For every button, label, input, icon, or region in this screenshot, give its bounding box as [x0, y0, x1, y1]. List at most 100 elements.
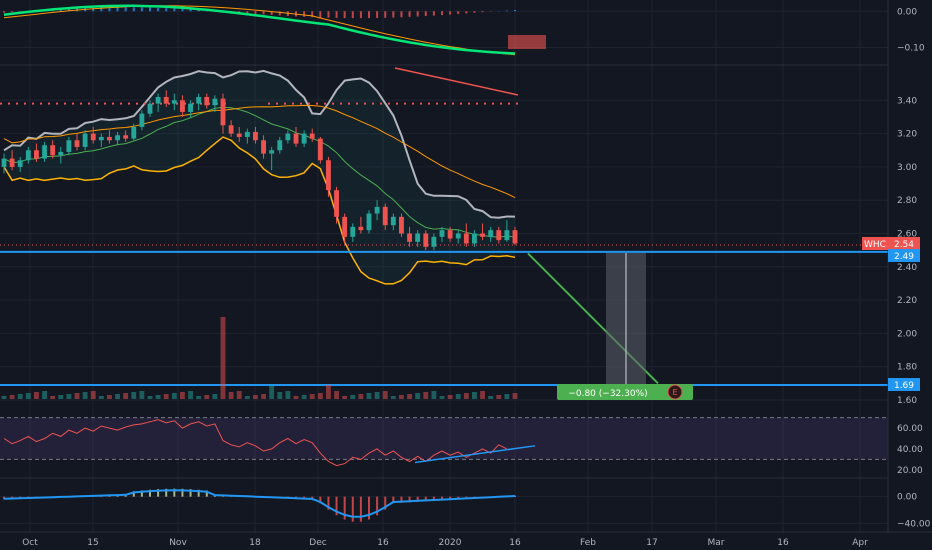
candle-body — [1, 158, 7, 167]
price-tick-label: 2.20 — [897, 296, 917, 306]
candle-body — [374, 206, 380, 214]
time-tick-label: 17 — [646, 538, 657, 548]
level-tag-upper: 2.49 — [888, 249, 920, 262]
volume-bar — [98, 396, 104, 399]
macd-histogram-bar — [335, 496, 338, 516]
macd-histogram-bar — [132, 491, 135, 497]
volume-bar — [155, 395, 161, 399]
candle-body — [163, 96, 169, 104]
time-tick-label: Apr — [852, 538, 868, 548]
volume-bar — [407, 394, 412, 399]
top-histogram-bar — [432, 11, 435, 16]
candle-body — [171, 100, 177, 104]
candle-body — [253, 131, 258, 141]
top-histogram-bar — [108, 7, 111, 12]
candle-body — [196, 96, 202, 104]
volume-bar — [342, 396, 348, 399]
time-tick-label: Mar — [708, 538, 725, 548]
top-histogram-bar — [303, 11, 306, 17]
candle-body — [293, 133, 299, 144]
top-histogram-bar — [278, 11, 281, 16]
volume-bar — [326, 385, 331, 399]
volume-bar — [382, 391, 388, 399]
macd-histogram-bar — [376, 496, 379, 516]
candle-body — [204, 96, 210, 106]
time-tick-label: 15 — [87, 538, 98, 548]
price-tick-label: 2.00 — [897, 329, 917, 339]
candle-body — [188, 103, 193, 112]
candle-body — [496, 230, 502, 241]
macd-histogram-bar — [327, 496, 330, 510]
volume-bar — [34, 392, 39, 399]
top-histogram-bar — [59, 8, 62, 12]
volume-bar — [66, 394, 72, 399]
volume-bar — [350, 395, 356, 399]
candle-body — [447, 230, 453, 239]
candle-body — [98, 136, 104, 141]
candle-body — [350, 226, 356, 237]
macd-line — [3, 489, 516, 518]
macd-histogram-bar — [432, 496, 435, 501]
top-indicator-panel — [3, 4, 546, 96]
macd-histogram-bar — [140, 490, 143, 497]
time-tick-label: 16 — [777, 538, 789, 548]
top-histogram-bar — [165, 8, 168, 12]
candle-body — [439, 230, 445, 237]
volume-bar — [123, 393, 129, 399]
volume-bar — [212, 394, 218, 399]
candle-body — [244, 131, 250, 137]
time-tick-label: 2020 — [439, 538, 462, 548]
candle-body — [115, 135, 120, 141]
measure-tool[interactable]: −0.80 (−32.30%) E — [557, 253, 693, 400]
candle-body — [82, 133, 88, 147]
volume-bar — [488, 396, 494, 399]
volume-bar — [17, 394, 23, 399]
rsi-trend-line — [414, 445, 536, 464]
macd-histogram-bar — [197, 489, 200, 497]
rsi-tick-label: 60.00 — [897, 424, 923, 434]
volume-bar — [512, 393, 518, 399]
top-histogram-bar — [116, 7, 119, 12]
top-histogram-bar — [67, 8, 70, 12]
top-histogram-bar — [505, 10, 508, 12]
earnings-marker[interactable] — [667, 384, 683, 400]
time-tick-label: Nov — [169, 538, 187, 548]
candle-body — [301, 133, 307, 144]
volume-bar — [399, 395, 404, 399]
rsi-band — [0, 417, 888, 460]
volume-bar — [147, 396, 153, 399]
candle-body — [488, 230, 494, 237]
volume-bar — [285, 391, 291, 399]
candle-body — [366, 213, 372, 231]
top-histogram-bar — [132, 7, 135, 12]
volume-bar — [463, 393, 469, 399]
candle-body — [212, 98, 218, 106]
candle-body — [261, 140, 266, 154]
volume-bar — [163, 394, 169, 399]
top-histogram-bar — [473, 11, 476, 13]
top-histogram-bar — [262, 11, 265, 15]
candle-body — [326, 160, 331, 191]
macd-histogram-bar — [173, 488, 176, 497]
rsi-tick-label: 20.00 — [897, 466, 923, 476]
top-histogram-bar — [335, 11, 338, 18]
measure-label-bg — [557, 384, 693, 400]
top-histogram-bar — [149, 7, 151, 12]
volume-bar — [115, 394, 120, 399]
top-histogram-bar — [100, 7, 103, 12]
top-histogram-bar — [416, 11, 419, 17]
top-histogram-bar — [11, 11, 14, 13]
macd-histogram-bar — [400, 496, 403, 503]
candle-body — [123, 135, 129, 139]
candle-body — [269, 150, 275, 154]
volume-bar — [334, 391, 339, 399]
top-histogram-bar — [254, 11, 257, 14]
macd-tick-label: 0.00 — [897, 493, 917, 503]
candle-body — [472, 233, 477, 244]
macd-histogram-bar — [205, 490, 208, 497]
top-histogram-bar — [441, 11, 443, 16]
top-signal-line — [3, 5, 516, 56]
top-tick-label: −0.10 — [897, 44, 925, 54]
bollinger-lower-line — [3, 136, 516, 285]
